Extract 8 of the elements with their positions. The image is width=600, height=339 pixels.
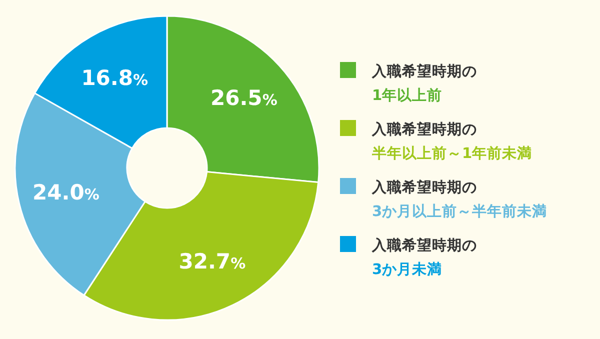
legend-label: 入職希望時期の半年以上前～1年前未満 <box>371 121 532 162</box>
legend-label: 入職希望時期の3か月未満 <box>371 237 477 278</box>
legend-label: 入職希望時期の3か月以上前～半年前未満 <box>371 179 548 220</box>
legend-label: 入職希望時期の1年以上前 <box>371 63 477 104</box>
data-label: 16.8% <box>81 66 148 90</box>
data-label: 32.7% <box>178 250 246 274</box>
data-label: 26.5% <box>210 86 278 110</box>
data-label: 24.0% <box>32 180 100 205</box>
